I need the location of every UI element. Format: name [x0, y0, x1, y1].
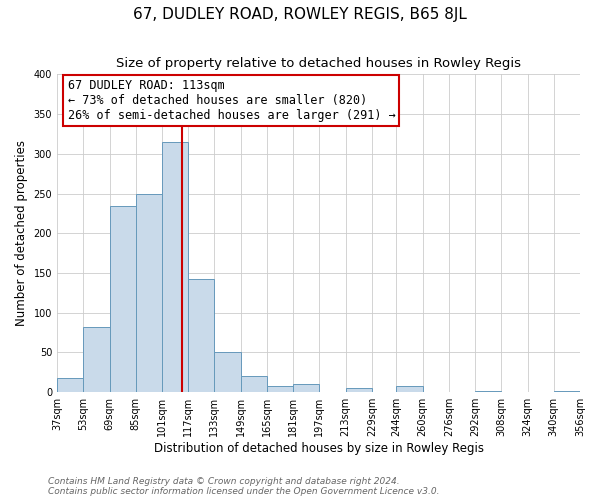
Bar — [136, 194, 162, 392]
Bar — [83, 327, 110, 392]
Text: 67 DUDLEY ROAD: 113sqm
← 73% of detached houses are smaller (820)
26% of semi-de: 67 DUDLEY ROAD: 113sqm ← 73% of detached… — [68, 79, 395, 122]
Text: Contains HM Land Registry data © Crown copyright and database right 2024.
Contai: Contains HM Land Registry data © Crown c… — [48, 476, 439, 496]
Bar — [267, 386, 293, 392]
Bar — [241, 376, 267, 392]
Text: 67, DUDLEY ROAD, ROWLEY REGIS, B65 8JL: 67, DUDLEY ROAD, ROWLEY REGIS, B65 8JL — [133, 8, 467, 22]
X-axis label: Distribution of detached houses by size in Rowley Regis: Distribution of detached houses by size … — [154, 442, 484, 455]
Bar — [188, 278, 214, 392]
Y-axis label: Number of detached properties: Number of detached properties — [15, 140, 28, 326]
Bar — [346, 388, 372, 392]
Bar — [214, 352, 241, 392]
Bar — [57, 378, 83, 392]
Bar — [110, 206, 136, 392]
Title: Size of property relative to detached houses in Rowley Regis: Size of property relative to detached ho… — [116, 58, 521, 70]
Bar — [293, 384, 319, 392]
Bar — [162, 142, 188, 392]
Bar — [397, 386, 422, 392]
Bar — [475, 390, 502, 392]
